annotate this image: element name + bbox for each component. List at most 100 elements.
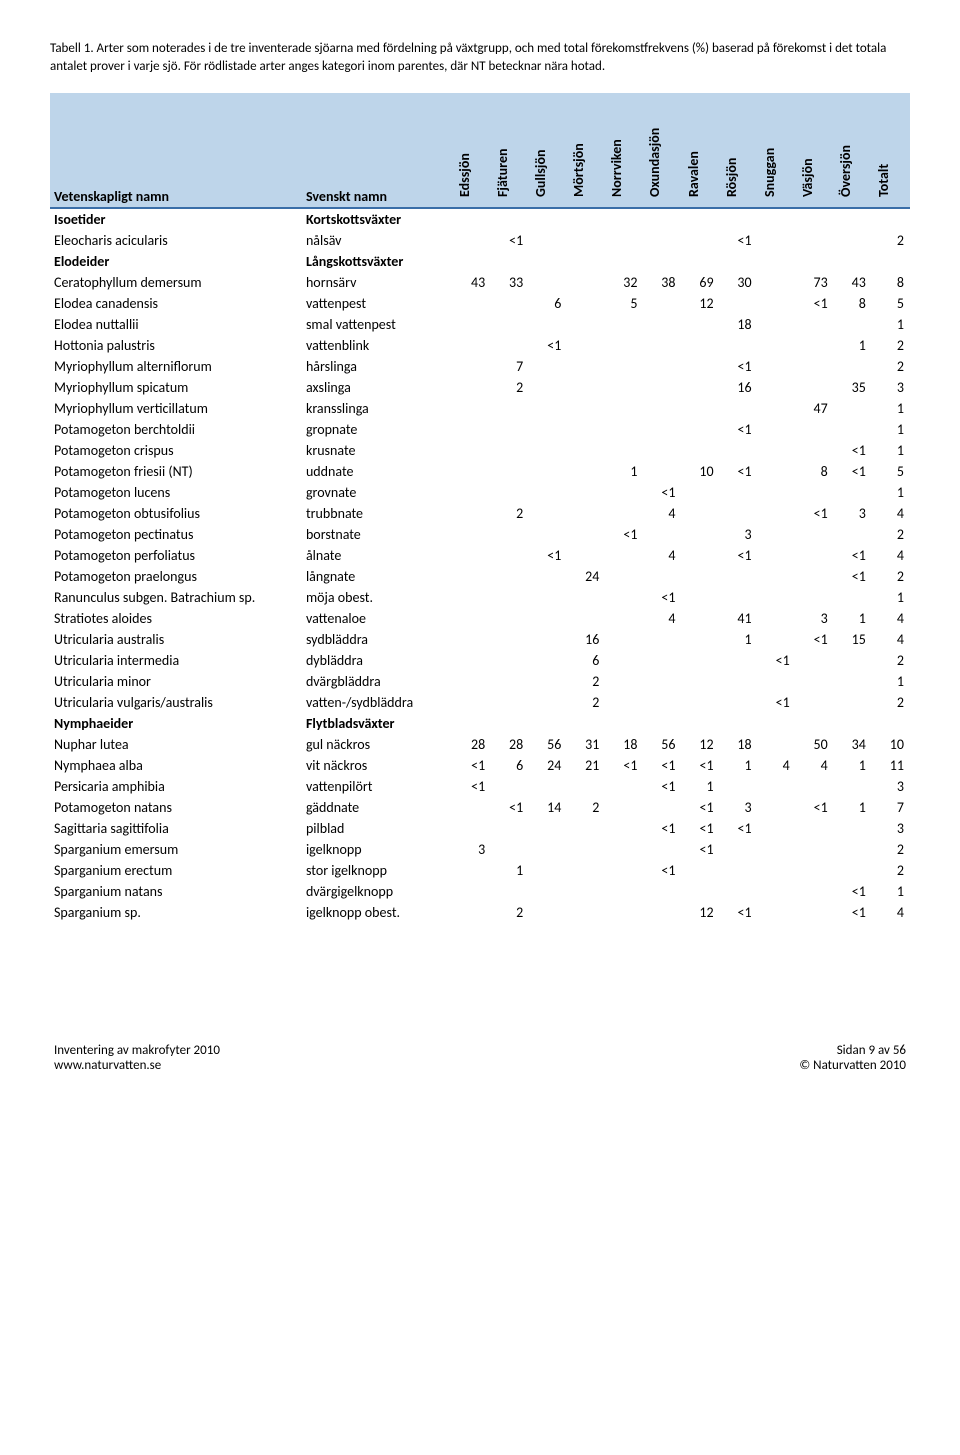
table-body: IsoetiderKortskottsväxterEleocharis acic…	[50, 208, 910, 923]
cell-scientific-name: Nymphaeider	[50, 713, 302, 734]
cell-value: 4	[643, 503, 681, 524]
cell-value: 1	[834, 755, 872, 776]
cell-value	[796, 208, 834, 230]
cell-value	[605, 839, 643, 860]
cell-value	[682, 524, 720, 545]
cell-value: 1	[872, 587, 910, 608]
cell-value: 1	[834, 797, 872, 818]
cell-value	[491, 650, 529, 671]
cell-value	[834, 524, 872, 545]
cell-value	[491, 398, 529, 419]
cell-value	[758, 356, 796, 377]
cell-value: 73	[796, 272, 834, 293]
cell-value: 50	[796, 734, 834, 755]
cell-value	[682, 440, 720, 461]
cell-value	[682, 629, 720, 650]
cell-value: 1	[834, 335, 872, 356]
cell-value: <1	[834, 902, 872, 923]
cell-swedish-name: kransslinga	[302, 398, 453, 419]
cell-value	[758, 503, 796, 524]
cell-value	[720, 650, 758, 671]
cell-value	[529, 860, 567, 881]
cell-value	[491, 524, 529, 545]
cell-scientific-name: Utricularia minor	[50, 671, 302, 692]
cell-value: 6	[529, 293, 567, 314]
cell-value	[758, 566, 796, 587]
table-row: Utricularia intermediadybläddra6<12	[50, 650, 910, 671]
cell-value	[758, 335, 796, 356]
footer-title: Inventering av makrofyter 2010	[54, 1043, 220, 1058]
cell-value	[834, 587, 872, 608]
cell-value: 10	[682, 461, 720, 482]
table-row: Myriophyllum verticillatumkransslinga471	[50, 398, 910, 419]
cell-value	[453, 377, 491, 398]
cell-value	[834, 692, 872, 713]
cell-swedish-name: möja obest.	[302, 587, 453, 608]
cell-value	[605, 208, 643, 230]
table-row: Myriophyllum spicatumaxslinga216353	[50, 377, 910, 398]
cell-value	[567, 881, 605, 902]
cell-swedish-name: gropnate	[302, 419, 453, 440]
table-row: Stratiotes aloidesvattenaloe441314	[50, 608, 910, 629]
cell-value	[796, 566, 834, 587]
cell-value	[682, 314, 720, 335]
cell-value	[872, 208, 910, 230]
cell-value	[491, 335, 529, 356]
cell-value	[567, 545, 605, 566]
cell-value: 56	[643, 734, 681, 755]
cell-value	[834, 230, 872, 251]
cell-value	[643, 797, 681, 818]
cell-swedish-name: igelknopp	[302, 839, 453, 860]
cell-value: 2	[491, 503, 529, 524]
cell-swedish-name: ålnate	[302, 545, 453, 566]
cell-value: 1	[872, 671, 910, 692]
cell-scientific-name: Myriophyllum alterniflorum	[50, 356, 302, 377]
cell-value	[682, 503, 720, 524]
cell-value	[643, 902, 681, 923]
cell-value	[529, 230, 567, 251]
cell-value	[758, 314, 796, 335]
cell-value: 4	[872, 545, 910, 566]
cell-value	[453, 230, 491, 251]
group-row: ElodeiderLångskottsväxter	[50, 251, 910, 272]
cell-value	[720, 713, 758, 734]
cell-value	[567, 482, 605, 503]
cell-value: <1	[796, 629, 834, 650]
group-row: IsoetiderKortskottsväxter	[50, 208, 910, 230]
cell-value: 2	[872, 860, 910, 881]
cell-value	[643, 356, 681, 377]
cell-value: <1	[796, 293, 834, 314]
cell-value	[758, 587, 796, 608]
cell-value	[453, 503, 491, 524]
cell-value	[720, 398, 758, 419]
cell-value	[567, 272, 605, 293]
cell-value: 28	[491, 734, 529, 755]
cell-swedish-name: igelknopp obest.	[302, 902, 453, 923]
cell-swedish-name: gäddnate	[302, 797, 453, 818]
cell-value	[453, 335, 491, 356]
table-row: Hottonia palustrisvattenblink<112	[50, 335, 910, 356]
cell-value: <1	[834, 461, 872, 482]
footer-url[interactable]: www.naturvatten.se	[54, 1058, 161, 1073]
cell-value	[491, 671, 529, 692]
cell-value	[529, 482, 567, 503]
cell-swedish-name: vatten-/sydbläddra	[302, 692, 453, 713]
col-lake-5: Oxundasjön	[643, 93, 681, 208]
table-row: Persicaria amphibiavattenpilört<1<113	[50, 776, 910, 797]
cell-scientific-name: Potamogeton crispus	[50, 440, 302, 461]
col-scientific-name: Vetenskapligt namn	[50, 93, 302, 208]
cell-value	[796, 839, 834, 860]
cell-value: 2	[872, 335, 910, 356]
cell-value: 8	[872, 272, 910, 293]
cell-value	[643, 314, 681, 335]
cell-value	[605, 860, 643, 881]
table-row: Ranunculus subgen. Batrachium sp.möja ob…	[50, 587, 910, 608]
cell-value	[491, 713, 529, 734]
cell-value: 28	[453, 734, 491, 755]
cell-value	[453, 818, 491, 839]
cell-value	[605, 629, 643, 650]
cell-value	[758, 419, 796, 440]
cell-value	[720, 251, 758, 272]
cell-swedish-name: dvärgigelknopp	[302, 881, 453, 902]
cell-value	[529, 524, 567, 545]
